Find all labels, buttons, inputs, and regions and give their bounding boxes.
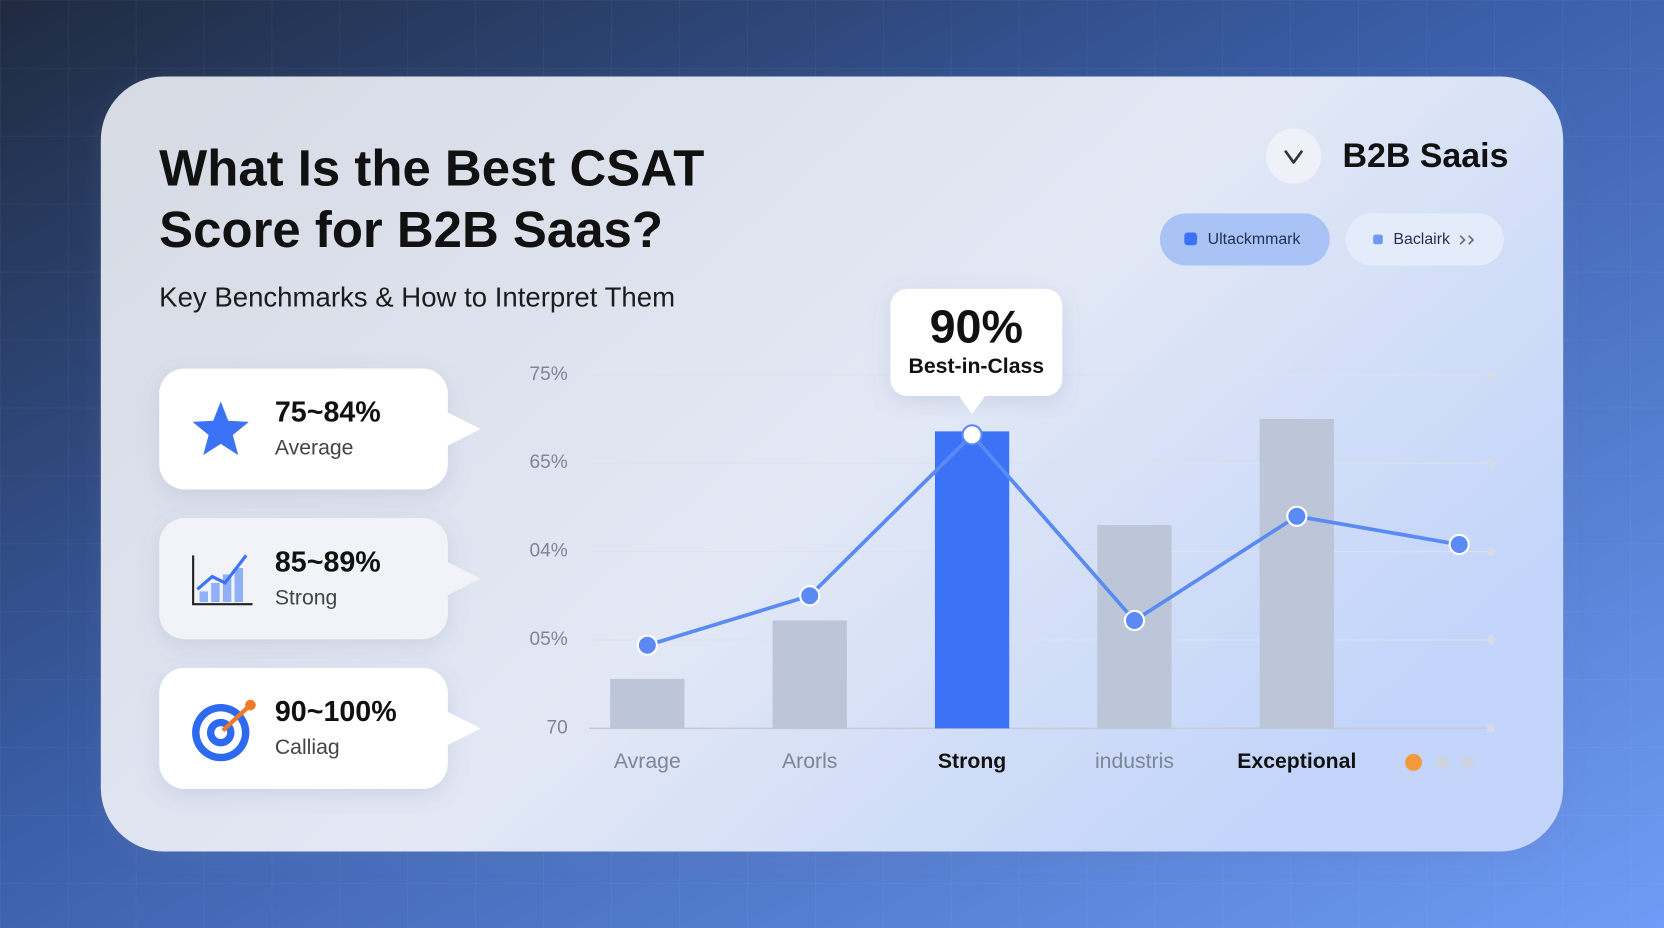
chart-icon bbox=[199, 591, 208, 603]
grid-end-dot bbox=[1486, 370, 1496, 380]
chart-icon bbox=[211, 582, 220, 603]
x-tick-label: Exceptional bbox=[1237, 750, 1356, 773]
chart-icon bbox=[196, 554, 248, 591]
badge-icon bbox=[1284, 149, 1304, 164]
callout-tail bbox=[958, 394, 986, 415]
chevron bbox=[1468, 235, 1475, 245]
tier-card-tail bbox=[446, 711, 481, 746]
y-tick-label: 75% bbox=[530, 364, 568, 385]
target-icon bbox=[245, 699, 256, 711]
grid-end-dot bbox=[1486, 635, 1496, 645]
tier-range: 90~100% bbox=[275, 696, 397, 728]
bar bbox=[934, 431, 1010, 729]
tier-card bbox=[159, 368, 448, 490]
x-tick-label: Strong bbox=[938, 750, 1006, 773]
chart-icon bbox=[222, 574, 232, 603]
x-tick-label: industris bbox=[1095, 750, 1174, 773]
chart-icon bbox=[234, 568, 244, 603]
bar bbox=[772, 620, 847, 729]
callout-label: Best-in-Class bbox=[909, 355, 1045, 378]
line-point bbox=[961, 424, 983, 446]
line-point bbox=[1448, 533, 1470, 556]
bar bbox=[1259, 419, 1334, 729]
y-tick-label: 04% bbox=[530, 541, 568, 562]
chart: 70 05% 04% 65% 75% Avrage Arorls Strong industri… bbox=[530, 364, 1497, 773]
line bbox=[646, 433, 1460, 648]
grid-end-dot bbox=[1486, 724, 1496, 733]
grid-end-dot bbox=[1486, 458, 1496, 468]
line-point bbox=[1123, 609, 1146, 632]
chevron bbox=[1459, 235, 1466, 245]
tier-label: Average bbox=[275, 437, 354, 460]
tier-card-tail bbox=[446, 411, 481, 446]
chart-icon bbox=[192, 555, 253, 606]
tier-cards: 75~84% Average 85~89% Strong 90~100% Calliag bbox=[159, 368, 481, 789]
tier-card bbox=[159, 518, 448, 640]
tier-label: Calliag bbox=[275, 736, 340, 759]
legend-swatch bbox=[1184, 232, 1198, 246]
badge: B2B Saais bbox=[1342, 137, 1508, 175]
callout-box bbox=[890, 288, 1063, 397]
star-icon bbox=[192, 401, 249, 456]
line-point bbox=[799, 585, 821, 607]
main-card bbox=[100, 76, 1564, 852]
legend-swatch bbox=[1373, 234, 1383, 245]
grid-end-dot bbox=[1486, 547, 1496, 556]
line-point bbox=[636, 634, 658, 656]
callout: 90% Best-in-Class bbox=[890, 288, 1063, 415]
page-dot[interactable] bbox=[1435, 755, 1449, 769]
tier-label: Strong bbox=[275, 586, 338, 609]
title: Score for B2B Saas? bbox=[159, 201, 663, 258]
subtitle: Key Benchmarks & How to Interpret Them bbox=[159, 282, 675, 313]
line-point bbox=[1286, 505, 1308, 527]
legend-label: Baclairk bbox=[1393, 231, 1450, 248]
tier-range: 75~84% bbox=[275, 397, 381, 429]
tier-range: 85~89% bbox=[275, 546, 381, 578]
badge-icon bbox=[1266, 128, 1322, 184]
y-tick-label: 05% bbox=[530, 629, 568, 650]
page-dot[interactable] bbox=[1405, 753, 1423, 771]
x-tick-label: Avrage bbox=[614, 750, 681, 773]
title: What Is the Best CSAT bbox=[159, 139, 704, 196]
callout-value: 90% bbox=[930, 301, 1023, 353]
legend-pill[interactable] bbox=[1345, 213, 1504, 266]
x-tick-label: Arorls bbox=[782, 750, 837, 773]
legend-pill[interactable] bbox=[1159, 213, 1330, 266]
y-tick-label: 65% bbox=[530, 452, 568, 473]
page-dot[interactable] bbox=[1461, 755, 1475, 769]
legend-label: Ultackmmark bbox=[1208, 231, 1301, 248]
tier-card-tail bbox=[446, 561, 481, 596]
bar bbox=[610, 678, 685, 729]
y-tick-label: 70 bbox=[547, 717, 568, 738]
